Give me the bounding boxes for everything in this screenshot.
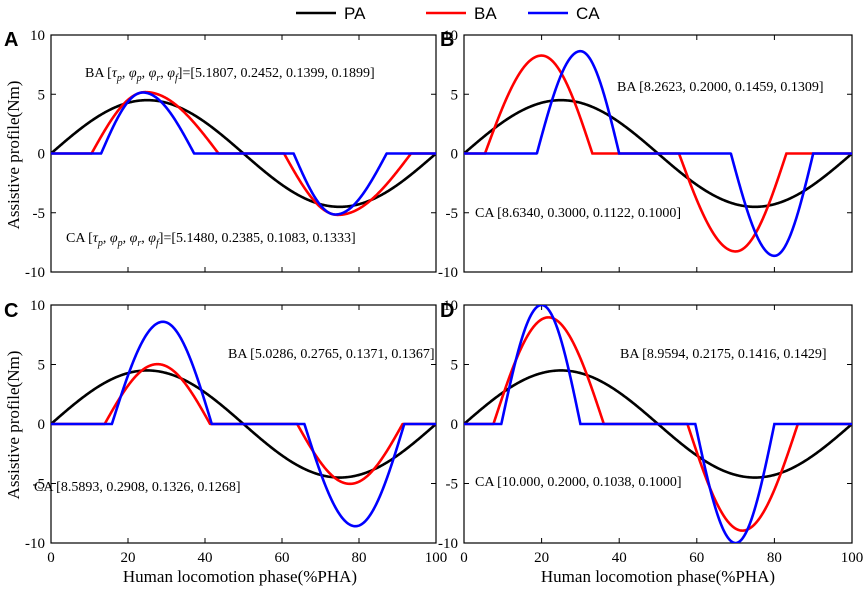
- x-tick-label-d-1: 20: [534, 550, 549, 566]
- x-axis-label-left: Human locomotion phase(%PHA): [123, 567, 357, 586]
- ann-a-ca-comma3: ,: [141, 231, 148, 246]
- x-tick-label-c-1: 20: [121, 550, 136, 566]
- y-tick-label-d-1: 5: [451, 358, 459, 374]
- x-tick-label-d-3: 60: [689, 550, 704, 566]
- panel-label-a: A: [4, 29, 18, 51]
- annotation-c-ba: BA [5.0286, 0.2765, 0.1371, 0.1367]: [228, 347, 435, 362]
- x-tick-label-d-4: 80: [767, 550, 782, 566]
- legend-label-ba: BA: [474, 4, 497, 23]
- y-tick-label-a-1: 5: [38, 87, 46, 103]
- ann-a-ba-phi2: φ: [149, 66, 157, 81]
- x-tick-label-d-2: 40: [612, 550, 627, 566]
- panel-b: 10 5 0 -5 -10: [438, 28, 853, 281]
- ann-a-ba-phi3: φ: [167, 66, 175, 81]
- panel-a: 10 5 0 -5 -10: [25, 28, 437, 281]
- annotation-d-ba: BA [8.9594, 0.2175, 0.1416, 0.1429]: [620, 347, 827, 362]
- ann-a-ba-close: ]=: [178, 66, 191, 81]
- ann-a-ba-sub-r: r: [156, 73, 160, 84]
- panel-label-c: C: [4, 300, 18, 322]
- x-tick-label-d-0: 0: [460, 550, 468, 566]
- y-axis-label-bottom: Assistive profile(Nm): [4, 351, 23, 500]
- ann-a-ca-phi1: φ: [110, 231, 118, 246]
- ann-a-ca-sub-p2: p: [117, 238, 123, 249]
- panel-c: 0 20 40 60 80 100 10 5 0 -5 -10: [25, 298, 447, 566]
- ann-a-ca-comma2: ,: [123, 231, 130, 246]
- x-tick-label-c-5: 100: [425, 550, 448, 566]
- ann-a-ca-sub-r: r: [137, 238, 141, 249]
- ann-a-ca-phi3: φ: [148, 231, 156, 246]
- ann-a-ba-sub-p2: p: [136, 73, 142, 84]
- y-tick-label-c-1: 5: [38, 358, 46, 374]
- panel-d: 0 20 40 60 80 100 10 5 0 -5 -10: [438, 298, 863, 566]
- x-tick-label-d-5: 100: [841, 550, 864, 566]
- y-tick-label-d-0: 10: [443, 298, 458, 314]
- x-tick-label-c-2: 40: [198, 550, 213, 566]
- legend-label-pa: PA: [344, 4, 366, 23]
- legend-label-ca: CA: [576, 4, 600, 23]
- legend: PA BA CA: [296, 4, 600, 23]
- y-tick-label-a-4: -10: [25, 265, 45, 281]
- ann-a-ba-sub-f: f: [175, 73, 179, 84]
- panel-label-b: B: [440, 29, 454, 51]
- y-tick-label-a-3: -5: [33, 206, 46, 222]
- x-tick-label-c-0: 0: [47, 550, 55, 566]
- y-tick-label-c-4: -10: [25, 536, 45, 552]
- ann-a-ba-comma1: ,: [122, 66, 129, 81]
- ann-a-ca-close: ]=: [159, 231, 172, 246]
- ann-a-ba-values: [5.1807, 0.2452, 0.1399, 0.1899]: [190, 66, 374, 81]
- ann-a-ca-tau: τ: [93, 231, 99, 246]
- ann-a-ca-prefix: CA [: [66, 231, 93, 246]
- y-tick-label-d-2: 0: [451, 417, 459, 433]
- x-axis-label-right: Human locomotion phase(%PHA): [541, 567, 775, 586]
- y-tick-label-b-3: -5: [446, 206, 459, 222]
- y-tick-label-b-2: 0: [451, 147, 459, 163]
- ann-a-ca-comma1: ,: [103, 231, 110, 246]
- y-tick-label-c-3: -5: [33, 477, 46, 493]
- ann-a-ca-phi2: φ: [130, 231, 138, 246]
- x-tick-label-c-3: 60: [275, 550, 290, 566]
- y-tick-label-c-2: 0: [38, 417, 46, 433]
- ann-a-ca-sub-f: f: [156, 238, 160, 249]
- x-tick-label-c-4: 80: [352, 550, 367, 566]
- ann-a-ba-phi1: φ: [129, 66, 137, 81]
- ann-a-ba-sub-p1: p: [116, 73, 122, 84]
- ann-a-ba-tau: τ: [112, 66, 118, 81]
- ann-a-ba-comma2: ,: [142, 66, 149, 81]
- series-ca-d: [464, 305, 852, 543]
- series-ca-a: [51, 91, 436, 216]
- y-tick-label-a-0: 10: [30, 28, 45, 44]
- y-tick-label-b-1: 5: [451, 87, 459, 103]
- y-tick-label-a-2: 0: [38, 147, 46, 163]
- annotation-d-ca: CA [10.000, 0.2000, 0.1038, 0.1000]: [475, 475, 682, 490]
- annotation-a-ba: BA [τp, φp, φr, φf]=[5.1807, 0.2452, 0.1…: [85, 66, 375, 84]
- y-axis-label-top: Assistive profile(Nm): [4, 81, 23, 230]
- annotation-b-ba: BA [8.2623, 0.2000, 0.1459, 0.1309]: [617, 80, 824, 95]
- annotation-a-ca: CA [τp, φp, φr, φf]=[5.1480, 0.2385, 0.1…: [66, 231, 356, 249]
- series-ca-b: [464, 49, 852, 258]
- y-tick-label-d-4: -10: [438, 536, 458, 552]
- panel-label-d: D: [440, 300, 454, 322]
- ann-a-ca-values: [5.1480, 0.2385, 0.1083, 0.1333]: [171, 231, 355, 246]
- y-tick-label-b-0: 10: [443, 28, 458, 44]
- y-tick-label-c-0: 10: [30, 298, 45, 314]
- ann-a-ba-prefix: BA [: [85, 66, 112, 81]
- y-tick-label-b-4: -10: [438, 265, 458, 281]
- ann-a-ca-sub-p1: p: [97, 238, 103, 249]
- annotation-c-ca: CA [8.5893, 0.2908, 0.1326, 0.1268]: [34, 480, 241, 495]
- y-tick-label-d-3: -5: [446, 477, 459, 493]
- series-ca-c: [51, 320, 436, 528]
- ann-a-ba-comma3: ,: [160, 66, 167, 81]
- annotation-b-ca: CA [8.6340, 0.3000, 0.1122, 0.1000]: [475, 206, 681, 221]
